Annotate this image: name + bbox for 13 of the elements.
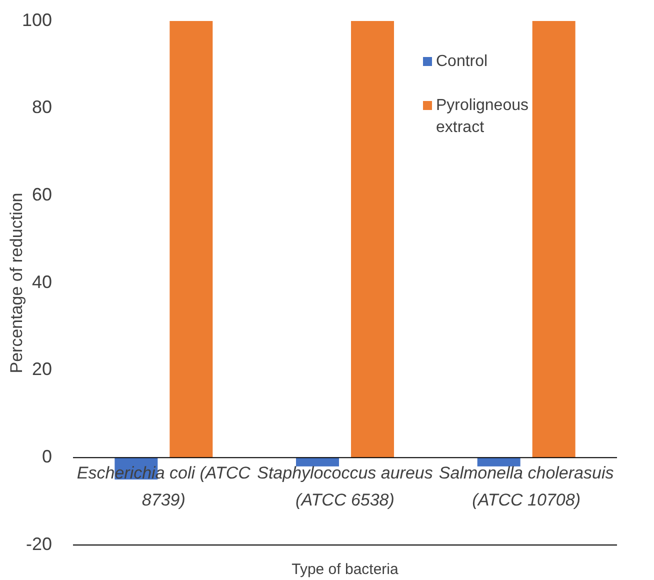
legend-label: Control [436, 53, 488, 70]
legend-label: Pyroligneous extract [436, 97, 528, 136]
y-axis-title: Percentage of reduction [7, 192, 26, 374]
y-tick-label: 0 [42, 446, 52, 466]
y-tick-label: 100 [22, 10, 52, 30]
x-tick-label: Staphylococcus aureus (ATCC 6538) [257, 464, 434, 510]
y-tick-label: 60 [32, 184, 52, 204]
y-tick-label: 80 [32, 97, 52, 118]
y-tick-label: 40 [32, 272, 52, 292]
x-tick-label: Salmonella cholerasuis (ATCC 10708) [438, 464, 614, 510]
y-tick-label: -20 [26, 534, 52, 554]
y-tick-label: 20 [32, 359, 52, 380]
x-axis-title: Type of bacteria [292, 561, 400, 578]
